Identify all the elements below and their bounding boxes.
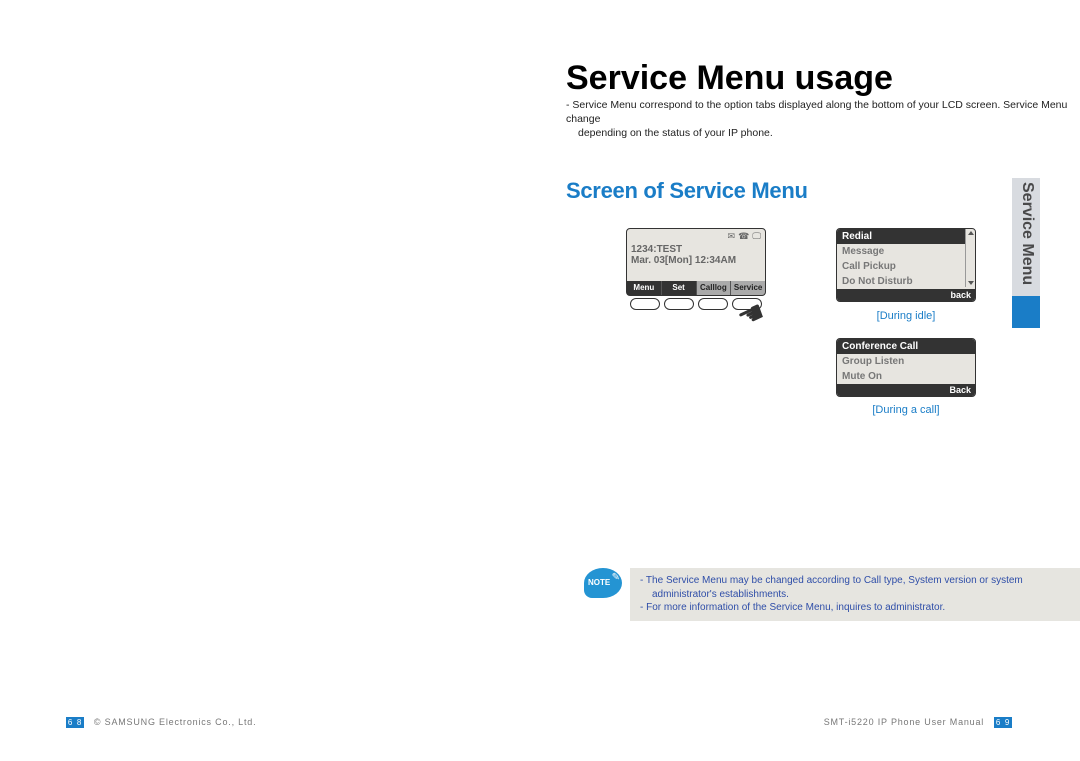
call-caption: [During a call] <box>836 404 976 416</box>
call-item-grouplisten: Group Listen <box>837 354 975 369</box>
envelope-icon: ✉ <box>728 231 736 243</box>
lcd-display: ✉ ☎ 🖵 1234:TEST Mar. 03[Mon] 12:34AM <box>627 229 765 281</box>
idle-scrollbar <box>965 229 975 287</box>
pencil-icon: ✎ <box>612 572 620 583</box>
side-tab-accent <box>1012 296 1040 328</box>
lcd-tab-set: Set <box>662 281 697 295</box>
lcd-tab-menu: Menu <box>627 281 662 295</box>
softkey-1[interactable] <box>630 298 660 310</box>
footer-right: SMT-i5220 IP Phone User Manual 69 <box>824 717 1012 728</box>
lcd-tab-calllog: Calllog <box>697 281 732 295</box>
page-num-left-b: 8 <box>75 717 84 728</box>
phone-icon: ☎ <box>738 231 749 243</box>
lcd-status-icons: ✉ ☎ 🖵 <box>631 231 761 243</box>
note-block: ✎ - The Service Menu may be changed acco… <box>584 568 1080 621</box>
footer-right-text: SMT-i5220 IP Phone User Manual <box>824 717 984 727</box>
note-line3: - For more information of the Service Me… <box>640 601 1072 615</box>
lcd-softkey-labels: Menu Set Calllog Service <box>627 281 765 295</box>
footer-left: 68 © SAMSUNG Electronics Co., Ltd. <box>66 717 256 728</box>
call-service-menu: Conference Call Group Listen Mute On Bac… <box>836 338 976 397</box>
idle-item-dnd: Do Not Disturb <box>837 274 975 289</box>
call-back-label: Back <box>837 384 975 396</box>
call-item-conference: Conference Call <box>837 339 975 354</box>
lcd-line1: 1234:TEST <box>631 244 761 255</box>
section-heading: Screen of Service Menu <box>566 178 808 204</box>
note-line2: administrator's establishments. <box>652 588 1072 602</box>
page-subtitle: - Service Menu correspond to the option … <box>566 98 1080 141</box>
manual-page: Service Menu usage - Service Menu corres… <box>36 22 1042 738</box>
softkey-3[interactable] <box>698 298 728 310</box>
footer-left-text: © SAMSUNG Electronics Co., Ltd. <box>94 717 256 727</box>
idle-item-redial: Redial <box>837 229 975 244</box>
subtitle-line1: - Service Menu correspond to the option … <box>566 98 1080 126</box>
call-item-muteon: Mute On <box>837 369 975 384</box>
page-title: Service Menu usage <box>566 59 893 98</box>
lcd-tab-service: Service <box>731 281 765 295</box>
lcd-line2: Mar. 03[Mon] 12:34AM <box>631 255 761 266</box>
idle-item-callpickup: Call Pickup <box>837 259 975 274</box>
idle-back-label: back <box>837 289 975 301</box>
monitor-icon: 🖵 <box>752 231 761 243</box>
page-num-right-b: 9 <box>1003 717 1012 728</box>
note-icon: ✎ <box>584 568 622 598</box>
idle-caption: [During idle] <box>836 310 976 322</box>
note-text: - The Service Menu may be changed accord… <box>630 568 1080 621</box>
softkey-2[interactable] <box>664 298 694 310</box>
idle-item-message: Message <box>837 244 975 259</box>
note-line1: - The Service Menu may be changed accord… <box>640 574 1072 588</box>
page-num-right-a: 6 <box>994 717 1003 728</box>
idle-service-menu: Redial Message Call Pickup Do Not Distur… <box>836 228 976 302</box>
phone-lcd: ✉ ☎ 🖵 1234:TEST Mar. 03[Mon] 12:34AM Men… <box>626 228 766 296</box>
subtitle-line2: depending on the status of your IP phone… <box>578 126 1080 140</box>
side-tab-label: Service Menu <box>1018 182 1036 285</box>
page-num-left-a: 6 <box>66 717 75 728</box>
